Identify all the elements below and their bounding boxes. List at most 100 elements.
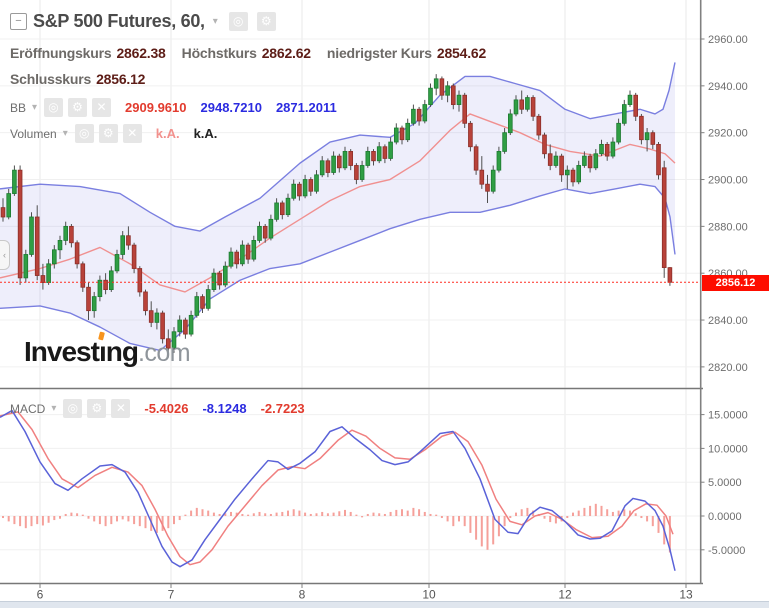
macd-histogram-bar [332,512,335,516]
bb-settings-button[interactable]: ⚙ [68,98,88,117]
macd-histogram-bar [230,511,232,516]
macd-visibility-button[interactable]: ◎ [63,399,83,418]
macd-histogram-bar [480,516,483,547]
close-value: 2856.12 [96,71,146,87]
macd-histogram-bar [401,509,403,516]
candle [23,254,29,279]
candle [416,108,422,122]
chevron-down-icon[interactable]: ▾ [32,102,38,113]
macd-histogram-bar [93,516,96,522]
candle [12,169,17,194]
svg-text:5.0000: 5.0000 [708,477,742,489]
candle [445,85,450,96]
svg-text:2960.00: 2960.00 [708,34,748,46]
macd-histogram-bar [247,514,250,516]
candle [547,153,553,166]
volume-value-2: k.A. [193,126,218,141]
open-label: Eröffnungskurs [10,45,112,61]
candle [17,169,23,279]
macd-signal-line [0,411,674,566]
macd-signal-value: -2.7223 [260,401,305,416]
candle [205,289,211,309]
axes[interactable]: 2960.002940.002920.002900.002880.002860.… [0,0,748,601]
candle [348,151,353,166]
chevron-down-icon[interactable]: ▾ [212,16,218,27]
macd-histogram-bar [577,510,580,516]
macd-label[interactable]: MACD [10,401,46,416]
macd-histogram-bar [423,511,426,516]
macd-histogram-bar [326,513,329,516]
svg-text:10.0000: 10.0000 [708,443,748,455]
candle [570,169,576,183]
open-value: 2862.38 [116,45,166,61]
candle [553,155,559,166]
macd-histogram-bar [389,511,392,516]
macd-histogram-bar [36,516,39,525]
candle [639,115,644,141]
indicator-dialog-button[interactable]: ◎ [228,12,248,31]
candle [616,122,621,143]
candle [422,104,428,122]
candle [57,240,63,251]
macd-histogram-bar [475,516,478,540]
volume-label[interactable]: Volumen [10,126,57,141]
macd-histogram-bar [446,516,449,522]
macd-histogram-bar [554,516,557,524]
candle [188,314,194,335]
chevron-down-icon[interactable]: ▾ [51,403,57,414]
candle [63,225,68,241]
candle [376,146,382,162]
macd-histogram-bar [549,516,552,523]
volume-settings-button[interactable]: ⚙ [98,124,118,143]
settings-gear-button[interactable]: ⚙ [256,12,276,31]
candle [365,151,371,166]
bb-visibility-button[interactable]: ◎ [44,98,64,117]
candle [468,122,473,148]
bb-upper-value: 2948.7210 [200,100,262,115]
svg-text:15.0000: 15.0000 [708,410,748,422]
candle [251,240,257,260]
candle [69,225,74,244]
candle [354,165,359,180]
bb-remove-button[interactable]: ✕ [92,98,112,117]
candle [177,319,183,333]
macd-histogram-bar [372,512,375,516]
candle [650,132,656,145]
candle [661,167,667,268]
bb-label[interactable]: BB [10,100,27,115]
candle [610,141,616,157]
volume-visibility-button[interactable]: ◎ [74,124,94,143]
macd-histogram-bar [383,513,386,516]
candle [439,78,445,96]
macd-remove-button[interactable]: ✕ [111,399,131,418]
candle [479,169,485,185]
macd-histogram-bar [121,516,124,520]
symbol-title[interactable]: S&P 500 Futures, 60, [33,11,205,31]
macd-histogram-bar [629,510,631,516]
candle [342,151,348,169]
macd-histogram-bar [70,512,73,516]
close-label: Schlusskurs [10,71,92,87]
macd-indicator-row: MACD ▾ ◎ ⚙ ✕ -5.4026 -8.1248 -2.7223 [10,399,305,418]
candle [314,174,319,192]
toolbar-collapse-handle[interactable]: ‹ [0,240,10,270]
candle [126,235,131,246]
bottom-scroll-strip[interactable] [0,601,769,608]
macd-histogram-bar [287,510,289,516]
chevron-down-icon[interactable]: ▾ [62,128,68,139]
candle [622,104,627,124]
candle [143,291,148,312]
macd-histogram-bar [178,516,181,521]
macd-histogram-bar [435,514,438,516]
collapse-icon[interactable]: − [10,13,27,30]
macd-histogram-bar [47,516,50,523]
macd-settings-button[interactable]: ⚙ [87,399,107,418]
volume-remove-button[interactable]: ✕ [122,124,142,143]
macd-histogram-bar [440,516,443,519]
macd-histogram-bar [355,514,358,516]
macd-histogram-bar [463,516,466,527]
macd-histogram-bar [515,512,517,516]
candle [137,268,143,293]
svg-text:10: 10 [422,588,436,602]
